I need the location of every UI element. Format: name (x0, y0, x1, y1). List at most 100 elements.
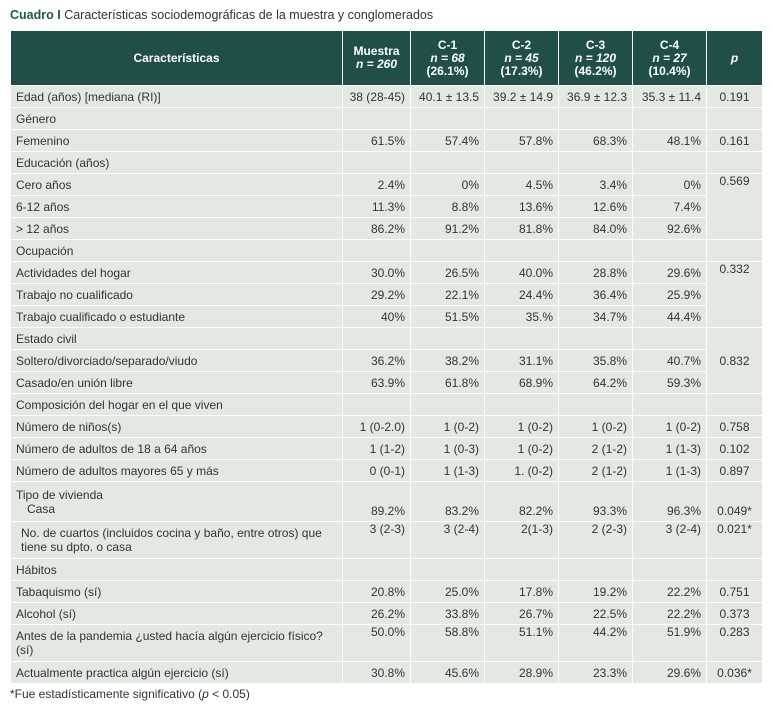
row-label: Trabajo cualificado o estudiante (10, 305, 343, 328)
cell-c2: 24.4% (484, 283, 559, 306)
cell-c3: 2 (1-2) (558, 437, 633, 460)
cell-muestra: 36.2% (342, 349, 411, 372)
cell-c2: 82.2% (484, 481, 559, 522)
table-caption: Cuadro I Características sociodemográfic… (10, 8, 433, 22)
table-row: Tabaquismo (sí) 20.8% 25.0% 17.8% 19.2% … (10, 580, 763, 603)
table-row: Número de niños(s) 1 (0-2.0) 1 (0-2) 1 (… (10, 415, 763, 438)
table-row: Número de adultos de 18 a 64 años 1 (1-2… (10, 437, 763, 460)
table-row: Trabajo cualificado o estudiante 40% 51.… (10, 305, 763, 328)
cell-c4: 92.6% (632, 217, 707, 240)
cell-muestra: 30.8% (342, 661, 411, 684)
row-label: Casado/en unión libre (10, 371, 343, 394)
header-c3: C-3 n = 120 (46.2%) (558, 30, 633, 86)
header-c2-n: n = 45 (504, 50, 539, 65)
cell-c3: 22.5% (558, 602, 633, 625)
table-footnote: *Fue estadísticamente significativo (p <… (10, 687, 250, 701)
table-row: > 12 años 86.2% 91.2% 81.8% 84.0% 92.6% (10, 217, 763, 240)
cell-c4: 3 (2-4) (632, 521, 707, 559)
cell-c4: 29.6% (632, 261, 707, 284)
caption-label: Cuadro I (10, 8, 61, 22)
header-c4-pct: (10.4%) (648, 63, 691, 78)
cell-p: 0.049* (706, 481, 763, 522)
header-c4-name: C-4 (659, 37, 680, 52)
cell-c2: 1 (0-2) (484, 415, 559, 438)
cell-c4: 48.1% (632, 129, 707, 152)
row-label: Número de niños(s) (10, 415, 343, 438)
cell-c2: 2(1-3) (484, 521, 559, 559)
cell-c4: 44.4% (632, 305, 707, 328)
row-sublabel: Casa (27, 501, 56, 516)
row-label: Cero años (10, 173, 343, 196)
header-muestra-name: Muestra (353, 44, 400, 58)
section-label: Estado civil (10, 327, 343, 350)
header-p: p (706, 30, 763, 86)
cell-c4: 7.4% (632, 195, 707, 218)
cell-muestra: 26.2% (342, 602, 411, 625)
cell-c1: 0% (410, 173, 485, 196)
header-characteristics: Características (10, 30, 343, 86)
cell-c3: 2 (1-2) (558, 459, 633, 482)
cell-c2: 13.6% (484, 195, 559, 218)
cell-muestra: 2.4% (342, 173, 411, 196)
cell-c1: 3 (2-4) (410, 521, 485, 559)
cell-c2: 1. (0-2) (484, 459, 559, 482)
cell-c3: 34.7% (558, 305, 633, 328)
table-row: Educación (años) (10, 151, 763, 174)
cell-c4: 1 (0-2) (632, 415, 707, 438)
cell-c1: 57.4% (410, 129, 485, 152)
cell-muestra: 0 (0-1) (342, 459, 411, 482)
cell-c1: 91.2% (410, 217, 485, 240)
cell-c4: 1 (1-3) (632, 437, 707, 460)
cell-p: 0.191 (706, 85, 763, 108)
header-c4: C-4 n = 27 (10.4%) (632, 30, 707, 86)
cell-muestra: 11.3% (342, 195, 411, 218)
table-row: Trabajo no cualificado 29.2% 22.1% 24.4%… (10, 283, 763, 306)
cell-c3: 93.3% (558, 481, 633, 522)
cell-c2: 81.8% (484, 217, 559, 240)
cell-c3: 84.0% (558, 217, 633, 240)
cell-c2: 1 (0-2) (484, 437, 559, 460)
cell-muestra: 20.8% (342, 580, 411, 603)
table-row: Estado civil 0.832 (10, 327, 763, 394)
cell-muestra: 3 (2-3) (342, 521, 411, 559)
cell-p: 0.102 (706, 437, 763, 460)
header-c3-name: C-3 (585, 37, 606, 52)
cell-c2: 4.5% (484, 173, 559, 196)
header-c1-name: C-1 (437, 37, 458, 52)
footnote-p: p (202, 687, 209, 701)
cell-c1: 1 (0-2) (410, 415, 485, 438)
cell-c4: 1 (1-3) (632, 459, 707, 482)
cell-muestra: 29.2% (342, 283, 411, 306)
cell-c1: 25.0% (410, 580, 485, 603)
header-c3-pct: (46.2%) (574, 63, 617, 78)
row-label: Antes de la pandemia ¿usted hacía algún … (10, 624, 343, 662)
cell-muestra: 30.0% (342, 261, 411, 284)
cell-p: 0.036* (706, 661, 763, 684)
row-label: Femenino (10, 129, 343, 152)
cell-muestra: 63.9% (342, 371, 411, 394)
table-row: No. de cuartos (incluidos cocina y baño,… (10, 521, 763, 559)
header-c1-pct: (26.1%) (426, 63, 469, 78)
table-row: Femenino 61.5% 57.4% 57.8% 68.3% 48.1% 0… (10, 129, 763, 152)
cell-c1: 38.2% (410, 349, 485, 372)
cell-c3: 36.9 ± 12.3 (558, 85, 633, 108)
cell-muestra: 1 (0-2.0) (342, 415, 411, 438)
cell-c2: 57.8% (484, 129, 559, 152)
cell-p: 0.569 (706, 173, 763, 240)
table-row: Tipo de vivienda Casa 89.2% 83.2% 82.2% 9… (10, 481, 763, 522)
row-label: 6-12 años (10, 195, 343, 218)
footnote-rest: < 0.05) (208, 687, 250, 701)
cell-c4: 22.2% (632, 602, 707, 625)
cell-muestra: 50.0% (342, 624, 411, 662)
row-label: Número de adultos de 18 a 64 años (10, 437, 343, 460)
row-label: Trabajo no cualificado (10, 283, 343, 306)
cell-c3: 3.4% (558, 173, 633, 196)
cell-muestra: 40% (342, 305, 411, 328)
table-row: Actividades del hogar 30.0% 26.5% 40.0% … (10, 261, 763, 328)
header-c2-pct: (17.3%) (500, 63, 543, 78)
cell-c2: 31.1% (484, 349, 559, 372)
cell-c2: 28.9% (484, 661, 559, 684)
cell-c3: 35.8% (558, 349, 633, 372)
row-label: Alcohol (sí) (10, 602, 343, 625)
cell-muestra: 61.5% (342, 129, 411, 152)
